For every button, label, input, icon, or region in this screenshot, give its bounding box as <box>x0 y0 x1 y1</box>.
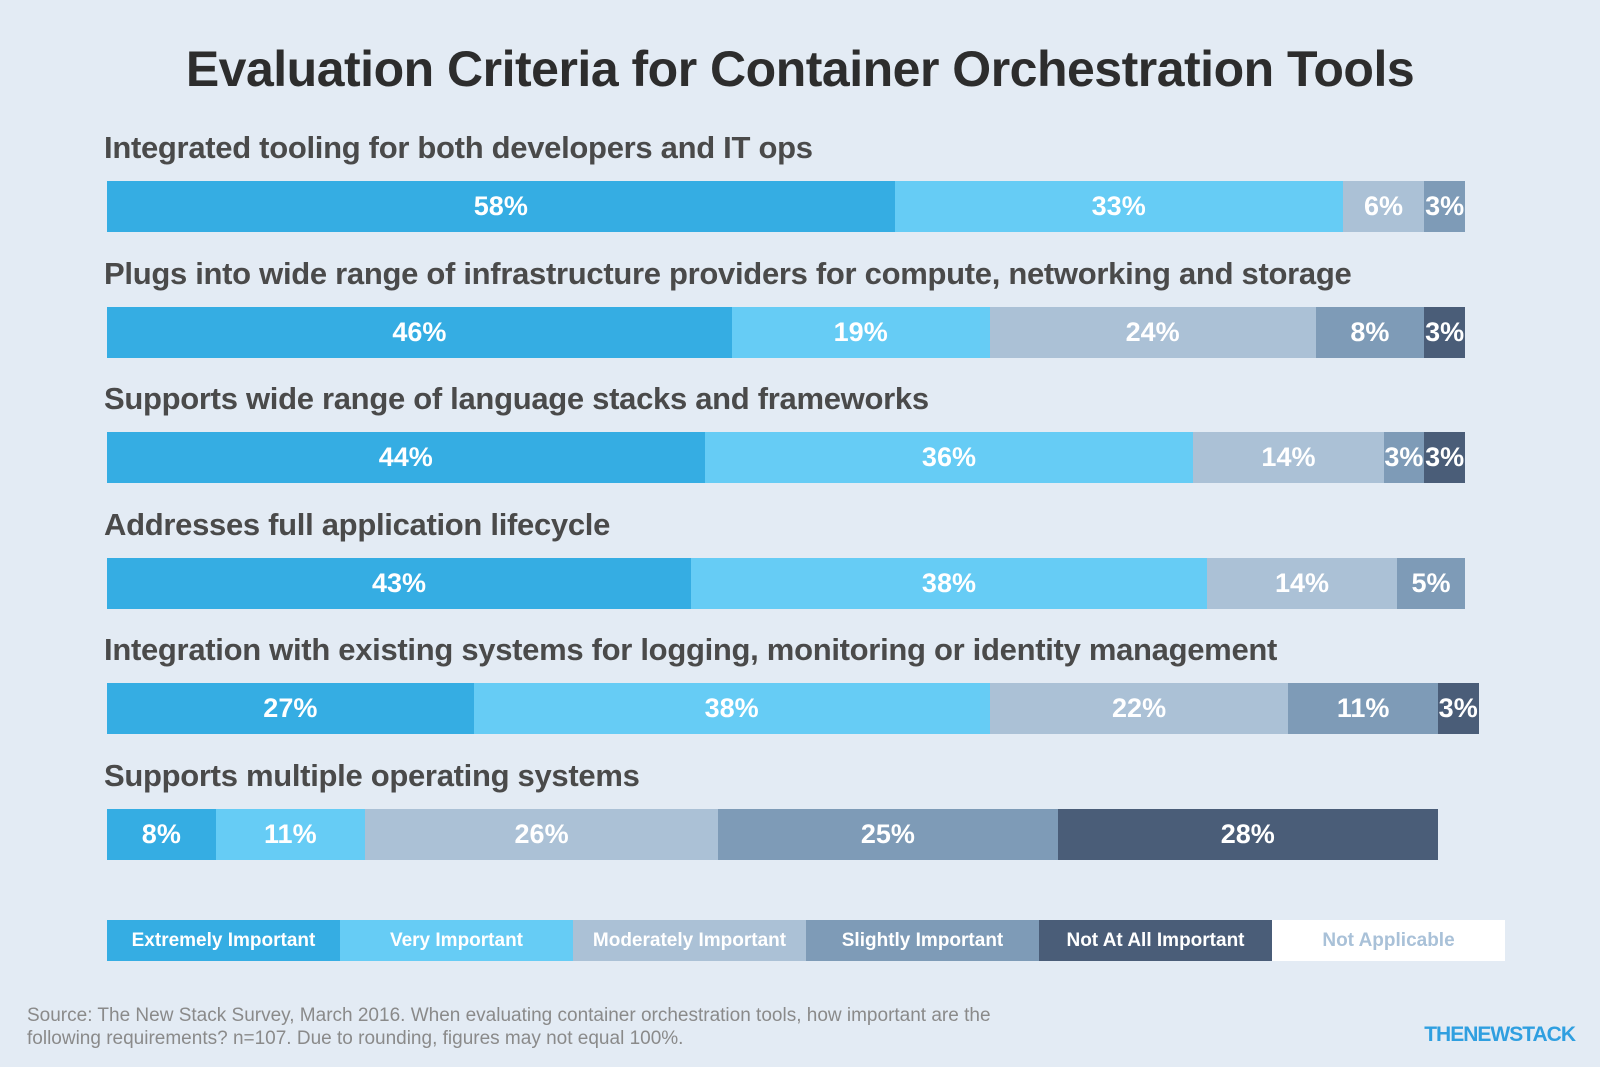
bar-row: 43% 38% 14% 5% <box>107 558 1495 609</box>
bar-segment: 8% <box>1315 307 1425 358</box>
row-label: Supports multiple operating systems <box>104 758 640 793</box>
bar-segment: 5% <box>1397 558 1465 609</box>
data-label: 24% <box>1125 317 1180 347</box>
data-label: 44% <box>378 442 433 472</box>
data-label: 11% <box>1336 693 1390 723</box>
data-label: 22% <box>1112 693 1167 723</box>
bar-segment: 14% <box>1206 558 1398 609</box>
bar-segment: 28% <box>1057 809 1438 860</box>
data-label: 14% <box>1275 568 1330 598</box>
bar-segment: 8% <box>107 809 216 860</box>
bar-row: 27% 38% 22% 11% 3% <box>107 683 1495 734</box>
data-label: 8% <box>1350 317 1390 347</box>
data-label: 11% <box>264 819 317 849</box>
bar-row: 44% 36% 14% 3% 3% <box>107 432 1495 483</box>
bar-segment: 11% <box>215 809 365 860</box>
bar-segment: 3% <box>1437 683 1479 734</box>
row-label: Addresses full application lifecycle <box>104 507 611 542</box>
bar-segment: 3% <box>1383 432 1425 483</box>
bar-segment: 58% <box>107 181 895 232</box>
data-label: 38% <box>921 568 976 598</box>
data-label: 26% <box>514 819 569 849</box>
data-label: 19% <box>833 317 888 347</box>
data-label: 3% <box>1425 442 1465 472</box>
data-label: 38% <box>704 693 759 723</box>
legend-item: Extremely Important <box>107 920 340 961</box>
data-label: 8% <box>141 819 181 849</box>
bar-segment: 27% <box>107 683 474 734</box>
bar-segment: 43% <box>107 558 691 609</box>
row-label: Supports wide range of language stacks a… <box>104 381 929 416</box>
data-label: 5% <box>1411 568 1451 598</box>
bar-segment: 38% <box>473 683 990 734</box>
data-label: 14% <box>1261 442 1316 472</box>
data-label: 3% <box>1425 191 1465 221</box>
bar-segment: 14% <box>1193 432 1384 483</box>
data-label: 3% <box>1438 693 1478 723</box>
source-note: Source: The New Stack Survey, March 2016… <box>27 1005 991 1049</box>
data-label: 3% <box>1384 442 1424 472</box>
legend-item: Not At All Important <box>1039 920 1272 961</box>
chart-rows: Integrated tooling for both developers a… <box>104 130 1495 860</box>
bar-segment: 25% <box>718 809 1058 860</box>
legend-item: Slightly Important <box>806 920 1039 961</box>
data-label: 6% <box>1363 191 1404 221</box>
data-label: 27% <box>263 693 318 723</box>
bar-segment: 19% <box>731 307 990 358</box>
data-label: 46% <box>392 317 447 347</box>
data-label: 58% <box>473 191 528 221</box>
bar-segment: 3% <box>1424 307 1465 358</box>
row-label: Integrated tooling for both developers a… <box>104 130 813 165</box>
bar-segment: 3% <box>1424 432 1465 483</box>
bar-segment: 36% <box>704 432 1194 483</box>
bar-row: 58% 33% 6% 3% <box>107 181 1495 232</box>
row-label: Plugs into wide range of infrastructure … <box>104 256 1352 291</box>
bar-segment: 26% <box>365 809 719 860</box>
bar-segment: 3% <box>1424 181 1465 232</box>
legend-item: Not Applicable <box>1272 920 1505 961</box>
bar-segment: 24% <box>989 307 1316 358</box>
bar-segment: 33% <box>894 181 1343 232</box>
brand-logo: THENEWSTACK <box>1424 1023 1576 1046</box>
data-label: 33% <box>1091 191 1146 221</box>
bar-segment: 6% <box>1342 181 1425 232</box>
bar-row: 46% 19% 24% 8% 3% <box>107 307 1495 358</box>
bar-segment: 11% <box>1288 683 1438 734</box>
chart-title: Evaluation Criteria for Container Orches… <box>185 41 1415 97</box>
legend: Extremely Important Very Important Moderat… <box>107 920 1505 961</box>
data-label: 25% <box>860 819 915 849</box>
data-label: 3% <box>1425 317 1465 347</box>
bar-segment: 22% <box>989 683 1289 734</box>
legend-item: Moderately Important <box>573 920 806 961</box>
bar-segment: 46% <box>107 307 732 358</box>
bar-segment: 44% <box>107 432 705 483</box>
data-label: 36% <box>921 442 976 472</box>
row-label: Integration with existing systems for lo… <box>104 632 1278 667</box>
legend-item: Very Important <box>340 920 573 961</box>
data-label: 43% <box>371 568 426 598</box>
bar-row: 8% 11% 26% 25% 28% <box>107 809 1495 860</box>
bar-segment: 38% <box>690 558 1207 609</box>
data-label: 28% <box>1220 819 1275 849</box>
